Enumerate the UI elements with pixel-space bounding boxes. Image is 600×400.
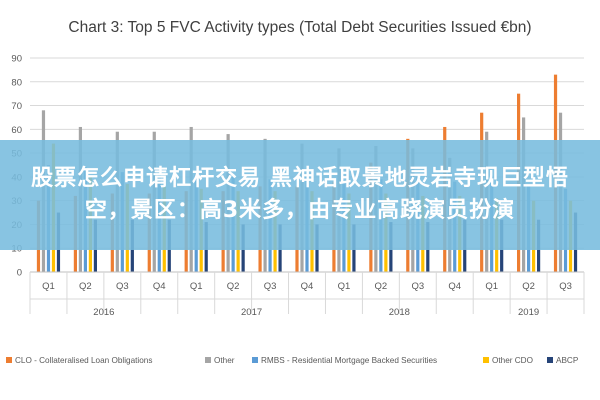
x-axis: Q1 Q2 Q3 Q4 Q1 Q2 Q3 Q4 Q1 Q2 Q3 Q4 Q1 Q2 Q3 2016 2017 20… (29, 271, 585, 318)
overlay-banner: 股票怎么申请杠杆交易 黑神话取景地灵岩寺现巨型悟空，景区：高3米多，由专业高跷演… (0, 140, 600, 250)
legend-label-0: CLO - Collateralised Loan Obligations (15, 356, 152, 365)
y-tick-label: 80 (11, 77, 22, 88)
legend-swatch-2 (252, 357, 258, 363)
x-tick-label: Q3 (411, 281, 424, 292)
y-tick-label: 60 (11, 125, 22, 136)
x-tick-label: Q1 (485, 281, 498, 292)
y-tick-label: 0 (17, 268, 22, 279)
x-group-label: 2016 (93, 307, 114, 318)
x-tick-label: Q2 (375, 281, 388, 292)
legend-label-4: ABCP (556, 356, 579, 365)
legend-label-1: Other (214, 356, 235, 365)
x-group-label: 2019 (518, 307, 539, 318)
x-tick-label: Q1 (338, 281, 351, 292)
chart-title: Chart 3: Top 5 FVC Activity types (Total… (68, 19, 531, 36)
x-tick-label: Q1 (42, 281, 55, 292)
legend-swatch-4 (547, 357, 553, 363)
x-tick-label: Q1 (190, 281, 203, 292)
legend-swatch-3 (483, 357, 489, 363)
x-tick-label: Q2 (522, 281, 535, 292)
legend-swatch-0 (6, 357, 12, 363)
legend-label-2: RMBS - Residential Mortgage Backed Secur… (261, 356, 437, 365)
overlay-banner-text: 股票怎么申请杠杆交易 黑神话取景地灵岩寺现巨型悟空，景区：高3米多，由专业高跷演… (31, 166, 569, 223)
y-tick-label: 90 (11, 54, 22, 65)
x-tick-label: Q2 (227, 281, 240, 292)
x-tick-label: Q4 (301, 281, 314, 292)
x-tick-label: Q3 (264, 281, 277, 292)
x-tick-label: Q4 (448, 281, 461, 292)
y-tick-label: 70 (11, 101, 22, 112)
x-tick-label: Q4 (153, 281, 166, 292)
legend: CLO - Collateralised Loan Obligations Oth… (6, 356, 579, 365)
x-tick-label: Q3 (559, 281, 572, 292)
x-group-label: 2017 (241, 307, 262, 318)
x-tick-label: Q3 (116, 281, 129, 292)
x-tick-label: Q2 (79, 281, 92, 292)
x-group-label: 2018 (389, 307, 410, 318)
legend-swatch-1 (205, 357, 211, 363)
legend-label-3: Other CDO (492, 356, 533, 365)
